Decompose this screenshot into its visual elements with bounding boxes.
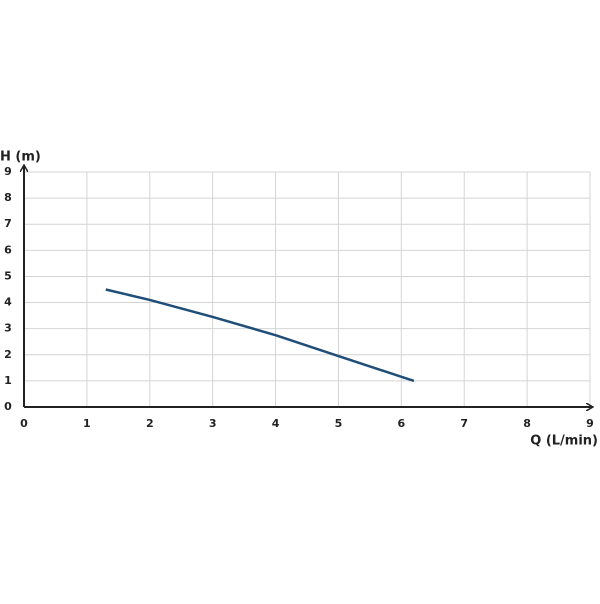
y-tick-label: 1 [4,374,12,387]
y-tick-label: 4 [4,296,12,309]
y-tick-label: 3 [4,322,12,335]
y-tick-label: 8 [4,191,12,204]
y-tick-label: 6 [4,243,12,256]
x-axis-label: Q (L/min) [530,434,598,449]
y-tick-label: 5 [4,269,12,282]
y-tick-label: 0 [4,400,12,413]
x-tick-label: 6 [398,417,406,430]
curve [105,288,415,383]
x-tick-label: 0 [20,417,28,430]
y-tick-label: 7 [4,217,12,230]
x-tick-label: 3 [209,417,217,430]
x-tick-label: 1 [83,417,91,430]
y-tick-label: 9 [4,165,12,178]
x-tick-label: 2 [146,417,154,430]
x-tick-label: 5 [335,417,343,430]
x-tick-label: 7 [460,417,468,430]
x-tick-label: 8 [523,417,531,430]
x-tick-label: 9 [586,417,594,430]
y-axis-label: H (m) [0,150,41,165]
y-tick-label: 2 [4,348,12,361]
x-tick-label: 4 [272,417,280,430]
